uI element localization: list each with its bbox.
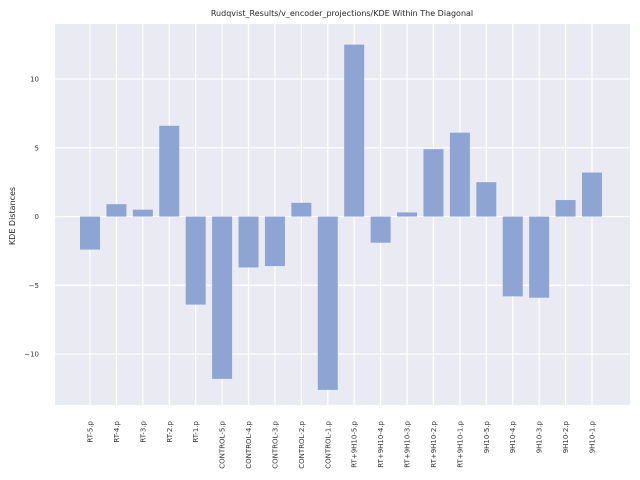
- x-tick-label: CONTROL-2.p: [298, 420, 306, 468]
- bar-9h10-3-p: [529, 216, 550, 298]
- x-tick-label: RT+9H10-5.p: [351, 420, 359, 467]
- x-tick-label: CONTROL-3.p: [271, 420, 279, 468]
- x-tick-label: 9H10-5.p: [483, 420, 491, 453]
- bar-rt-9h10-2-p: [423, 149, 444, 217]
- bar-rt-9h10-4-p: [370, 216, 391, 243]
- bar-rt-3-p: [132, 209, 153, 217]
- bar-9h10-4-p: [502, 216, 523, 297]
- y-axis-label: KDE Distances: [8, 187, 17, 245]
- bar-9h10-2-p: [555, 200, 576, 217]
- bar-rt-5-p: [80, 216, 100, 250]
- y-tick-label: 0: [35, 213, 39, 221]
- x-tick-label: CONTROL-1.p: [324, 420, 332, 468]
- y-tick-label: 10: [30, 76, 39, 84]
- x-tick-label: 9H10-3.p: [536, 420, 544, 453]
- y-tick-labels: −10 −5 0 5 10: [24, 76, 39, 359]
- bar-control-3-p: [264, 216, 285, 267]
- x-tick-label: RT-2.p: [166, 420, 174, 442]
- y-tick-label: −5: [29, 282, 39, 290]
- x-tick-label: 9H10-2.p: [562, 420, 570, 453]
- x-tick-label: RT-5.p: [87, 420, 95, 442]
- y-tick-label: −10: [24, 351, 39, 359]
- bar-rt-4-p: [106, 204, 127, 217]
- bar-rt-1-p: [185, 216, 206, 305]
- bar-rt-9h10-1-p: [449, 132, 470, 217]
- x-tick-label: RT+9H10-4.p: [377, 420, 385, 467]
- x-tick-label: CONTROL-5.p: [219, 420, 227, 468]
- y-tick-label: 5: [35, 144, 39, 152]
- x-tick-label: CONTROL-4.p: [245, 420, 253, 468]
- chart-title: Rudqvist_Results/v_encoder_projections/K…: [211, 9, 473, 18]
- x-tick-label: RT+9H10-2.p: [430, 420, 438, 467]
- x-tick-label: RT-1.p: [192, 420, 200, 442]
- bar-control-5-p: [212, 216, 233, 379]
- bars: [80, 44, 602, 390]
- bar-control-4-p: [238, 216, 259, 268]
- bar-control-1-p: [317, 216, 338, 390]
- x-tick-label: RT-4.p: [113, 420, 121, 442]
- bar-rt-2-p: [159, 125, 180, 217]
- x-tick-label: RT+9H10-3.p: [404, 420, 412, 467]
- bar-rt-9h10-3-p: [397, 212, 418, 217]
- x-tick-label: RT-3.p: [139, 420, 147, 442]
- bar-9h10-5-p: [476, 182, 497, 217]
- x-tick-label: 9H10-4.p: [509, 420, 517, 453]
- bar-9h10-1-p: [581, 172, 602, 217]
- x-tick-label: RT+9H10-1.p: [456, 420, 464, 467]
- bar-control-2-p: [291, 202, 312, 217]
- x-tick-labels: RT-5.p RT-4.p RT-3.p RT-2.p RT-1.p CONTROL-5.…: [87, 420, 597, 468]
- bar-rt-9h10-5-p: [344, 44, 365, 217]
- x-tick-label: 9H10-1.p: [588, 420, 596, 453]
